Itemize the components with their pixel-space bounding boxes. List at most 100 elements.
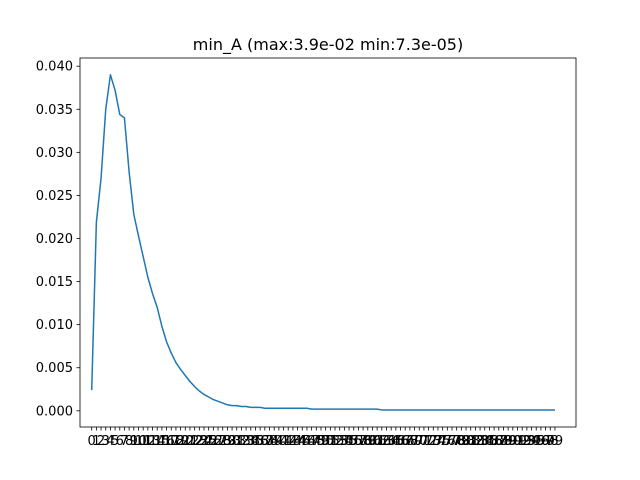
x-tick-label: 56 [345, 434, 362, 449]
x-tick-label: 93 [519, 434, 536, 449]
x-tick-label: 52 [327, 434, 344, 449]
x-tick-label: 99 [547, 434, 564, 449]
plot-area: 0.000 0.005 0.010 0.015 0.020 0.025 0.030 0.035… [36, 57, 577, 449]
x-tick-label: 95 [528, 434, 545, 449]
x-tick-label: 16 [158, 434, 175, 449]
x-tick-label: 71 [416, 434, 433, 449]
x-tick-label: 98 [542, 434, 559, 449]
x-tick-label: 29 [219, 434, 236, 449]
y-tick-label: 0.015 [36, 275, 73, 290]
x-tick-label: 10 [130, 434, 147, 449]
x-tick-label: 17 [163, 434, 180, 449]
x-tick-label: 48 [308, 434, 325, 449]
x-tick-label: 59 [360, 434, 377, 449]
x-tick-label: 34 [243, 434, 260, 449]
x-tick-label: 86 [486, 434, 503, 449]
x-tick-label: 88 [495, 434, 512, 449]
x-tick-label: 97 [537, 434, 554, 449]
x-tick-label: 37 [257, 434, 274, 449]
x-tick-label: 23 [191, 434, 208, 449]
y-tick-label: 0.025 [36, 189, 73, 204]
x-tick-label: 45 [294, 434, 311, 449]
series-line [90, 74, 555, 411]
x-tick-label: 68 [402, 434, 419, 449]
x-tick-label: 18 [168, 434, 185, 449]
x-tick-label: 78 [448, 434, 465, 449]
x-tick-label: 96 [533, 434, 550, 449]
x-tick-label: 32 [233, 434, 250, 449]
x-tick-label: 42 [280, 434, 297, 449]
y-tick-label: 0.000 [36, 404, 73, 419]
x-tick-label: 90 [505, 434, 522, 449]
x-tick-label: 80 [458, 434, 475, 449]
x-tick-label: 47 [303, 434, 320, 449]
x-tick-label: 58 [355, 434, 372, 449]
x-tick-label: 35 [247, 434, 264, 449]
x-tick-label: 54 [336, 434, 353, 449]
x-tick-label: 12 [140, 434, 157, 449]
x-tick-label: 83 [472, 434, 489, 449]
x-tick-label: 39 [266, 434, 283, 449]
x-tick-label: 33 [238, 434, 255, 449]
x-tick-label: 79 [453, 434, 470, 449]
x-tick-label: 92 [514, 434, 531, 449]
x-tick-label: 61 [369, 434, 386, 449]
x-tick-label: 49 [313, 434, 330, 449]
x-tick-label: 2 [97, 434, 105, 449]
x-tick-label: 91 [509, 434, 526, 449]
axes-frame [79, 57, 577, 428]
x-tick-label: 44 [289, 434, 306, 449]
x-tick-label: 15 [154, 434, 171, 449]
x-tick-label: 4 [106, 434, 114, 449]
x-tick-label: 77 [444, 434, 461, 449]
x-tick-label: 8 [125, 434, 133, 449]
x-tick-label: 3 [102, 434, 110, 449]
x-tick-label: 63 [378, 434, 395, 449]
x-tick-label: 38 [261, 434, 278, 449]
x-tick-label: 1 [92, 434, 100, 449]
x-tick-label: 55 [341, 434, 358, 449]
x-tick-label: 9 [130, 434, 138, 449]
x-tick-label: 64 [383, 434, 400, 449]
y-tick-label: 0.020 [36, 232, 73, 247]
x-tick-label: 5 [111, 434, 119, 449]
x-tick-label: 41 [275, 434, 292, 449]
x-tick-label: 87 [491, 434, 508, 449]
x-tick-label: 11 [135, 434, 152, 449]
x-tick-label: 60 [364, 434, 381, 449]
x-tick-label: 82 [467, 434, 484, 449]
x-tick-label: 24 [196, 434, 213, 449]
x-tick-label: 51 [322, 434, 339, 449]
x-tick-label: 7 [120, 434, 128, 449]
x-tick-label: 40 [271, 434, 288, 449]
x-tick-label: 69 [406, 434, 423, 449]
x-tick-label: 62 [374, 434, 391, 449]
x-tick-label: 75 [434, 434, 451, 449]
y-tick-label: 0.005 [36, 361, 73, 376]
x-tick-label: 31 [228, 434, 245, 449]
x-tick-label: 73 [425, 434, 442, 449]
x-tick-label: 70 [411, 434, 428, 449]
x-tick-label: 14 [149, 434, 166, 449]
x-tick-label: 6 [116, 434, 124, 449]
y-tick-label: 0.035 [36, 103, 73, 118]
x-tick-label: 74 [430, 434, 447, 449]
chart-title: min_A (max:3.9e-02 min:7.3e-05) [193, 35, 463, 55]
x-tick-label: 19 [172, 434, 189, 449]
y-tick-label: 0.030 [36, 146, 73, 161]
x-tick-label: 36 [252, 434, 269, 449]
x-tick-label: 66 [392, 434, 409, 449]
x-tick-label: 26 [205, 434, 222, 449]
x-tick-label: 89 [500, 434, 517, 449]
x-tick-label: 27 [210, 434, 227, 449]
x-tick-label: 81 [462, 434, 479, 449]
x-tick-label: 53 [331, 434, 348, 449]
x-tick-label: 94 [523, 434, 540, 449]
x-tick-label: 72 [420, 434, 437, 449]
x-tick-label: 84 [476, 434, 493, 449]
y-tick-label: 0.040 [36, 60, 73, 75]
x-tick-label: 46 [299, 434, 316, 449]
x-tick-label: 43 [285, 434, 302, 449]
x-tick-label: 20 [177, 434, 194, 449]
